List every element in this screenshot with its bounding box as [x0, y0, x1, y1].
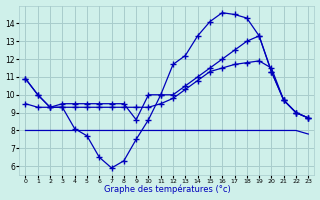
X-axis label: Graphe des températures (°c): Graphe des températures (°c): [104, 185, 230, 194]
